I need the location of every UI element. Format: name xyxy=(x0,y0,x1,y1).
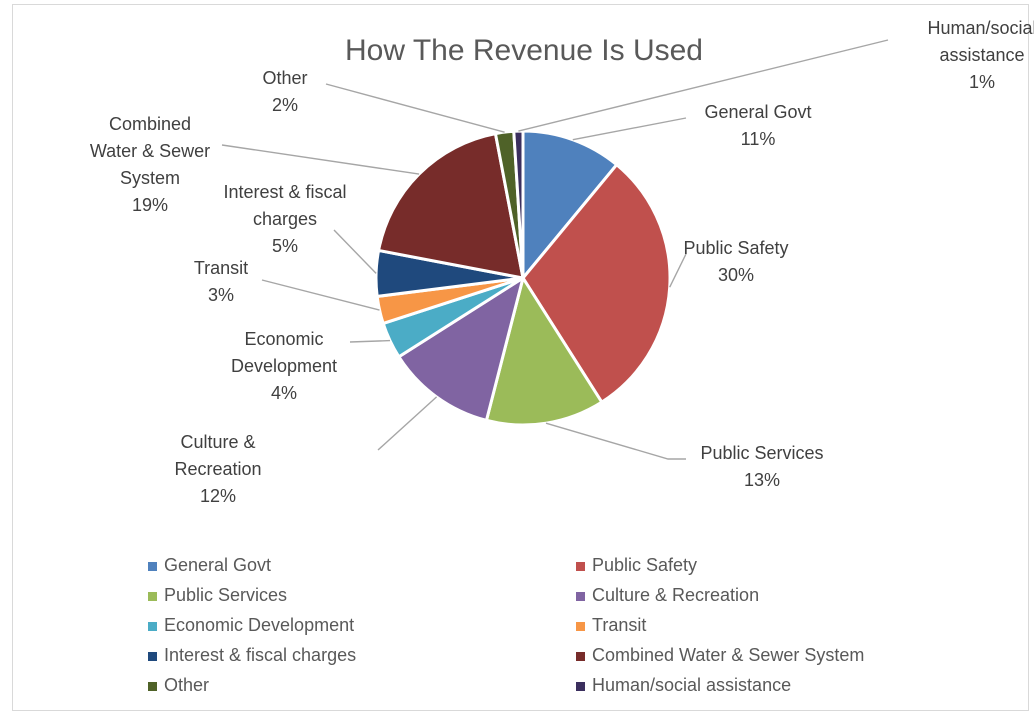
legend-label: Public Safety xyxy=(592,555,697,575)
legend-swatch xyxy=(148,652,157,661)
data-labels: General Govt 11% Public Safety 30% Public Se… xyxy=(90,18,1034,506)
leader-line-interest-fiscal-charges xyxy=(333,229,377,274)
legend-swatch xyxy=(576,622,585,631)
chart-title: How The Revenue Is Used xyxy=(345,34,703,67)
data-label-transit: Transit 3% xyxy=(194,258,248,305)
slice-culture-recreation xyxy=(396,274,526,423)
pie-slices xyxy=(374,129,672,427)
legend-label: Other xyxy=(164,675,209,695)
legend-item-combined-water-sewer-system: Combined Water & Sewer System xyxy=(576,645,864,665)
legend-swatch xyxy=(148,592,157,601)
legend-label: Transit xyxy=(592,615,646,635)
legend-swatch xyxy=(148,682,157,691)
legend-label: Public Services xyxy=(164,585,287,605)
leader-line-public-services xyxy=(545,422,686,460)
legend-swatch xyxy=(148,622,157,631)
slice-public-safety xyxy=(521,162,672,405)
data-label-interest-fiscal-charges: Interest & fiscal charges 5% xyxy=(223,182,346,256)
data-label-other: Other 2% xyxy=(262,68,307,115)
slice-human-social-assistance xyxy=(512,129,525,279)
data-label-public-services: Public Services 13% xyxy=(700,443,823,490)
legend-label: Culture & Recreation xyxy=(592,585,759,605)
leader-line-economic-development xyxy=(349,339,391,343)
legend-item-public-services: Public Services xyxy=(148,585,287,605)
leader-line-other xyxy=(325,83,505,133)
legend-item-other: Other xyxy=(148,675,209,695)
data-label-general-govt: General Govt 11% xyxy=(704,102,811,149)
leader-line-human-social-assistance xyxy=(518,39,889,132)
leader-line-public-safety xyxy=(669,253,687,288)
legend-swatch xyxy=(576,682,585,691)
legend-item-economic-development: Economic Development xyxy=(148,615,354,635)
legend-label: Interest & fiscal charges xyxy=(164,645,356,665)
slice-general-govt xyxy=(521,129,619,283)
legend-item-interest-fiscal-charges: Interest & fiscal charges xyxy=(148,645,356,665)
legend-item-culture-recreation: Culture & Recreation xyxy=(576,585,759,605)
legend: General Govt Public Safety Public Services… xyxy=(148,555,864,695)
chart-frame xyxy=(12,4,1029,711)
data-label-culture-recreation: Culture & Recreation 12% xyxy=(174,432,261,506)
slice-public-services xyxy=(484,274,604,427)
legend-label: Human/social assistance xyxy=(592,675,791,695)
leader-line-combined-water-sewer-system xyxy=(221,144,420,175)
data-label-economic-development: Economic Development 4% xyxy=(231,329,337,403)
legend-item-human-social-assistance: Human/social assistance xyxy=(576,675,791,695)
leader-line-general-govt xyxy=(572,117,687,141)
leader-line-culture-recreation xyxy=(377,396,438,451)
leader-line-transit xyxy=(261,279,380,311)
legend-swatch xyxy=(148,562,157,571)
leader-lines xyxy=(221,39,889,460)
data-label-human-social-assistance: Human/social assistance 1% xyxy=(927,18,1034,92)
legend-item-public-safety: Public Safety xyxy=(576,555,697,575)
legend-item-transit: Transit xyxy=(576,615,646,635)
legend-item-general-govt: General Govt xyxy=(148,555,271,575)
legend-label: Combined Water & Sewer System xyxy=(592,645,864,665)
legend-label: General Govt xyxy=(164,555,271,575)
legend-swatch xyxy=(576,652,585,661)
legend-label: Economic Development xyxy=(164,615,354,635)
data-label-public-safety: Public Safety 30% xyxy=(683,238,788,285)
legend-swatch xyxy=(576,592,585,601)
data-label-combined-water-sewer-system: Combined Water & Sewer System 19% xyxy=(90,114,210,215)
legend-swatch xyxy=(576,562,585,571)
